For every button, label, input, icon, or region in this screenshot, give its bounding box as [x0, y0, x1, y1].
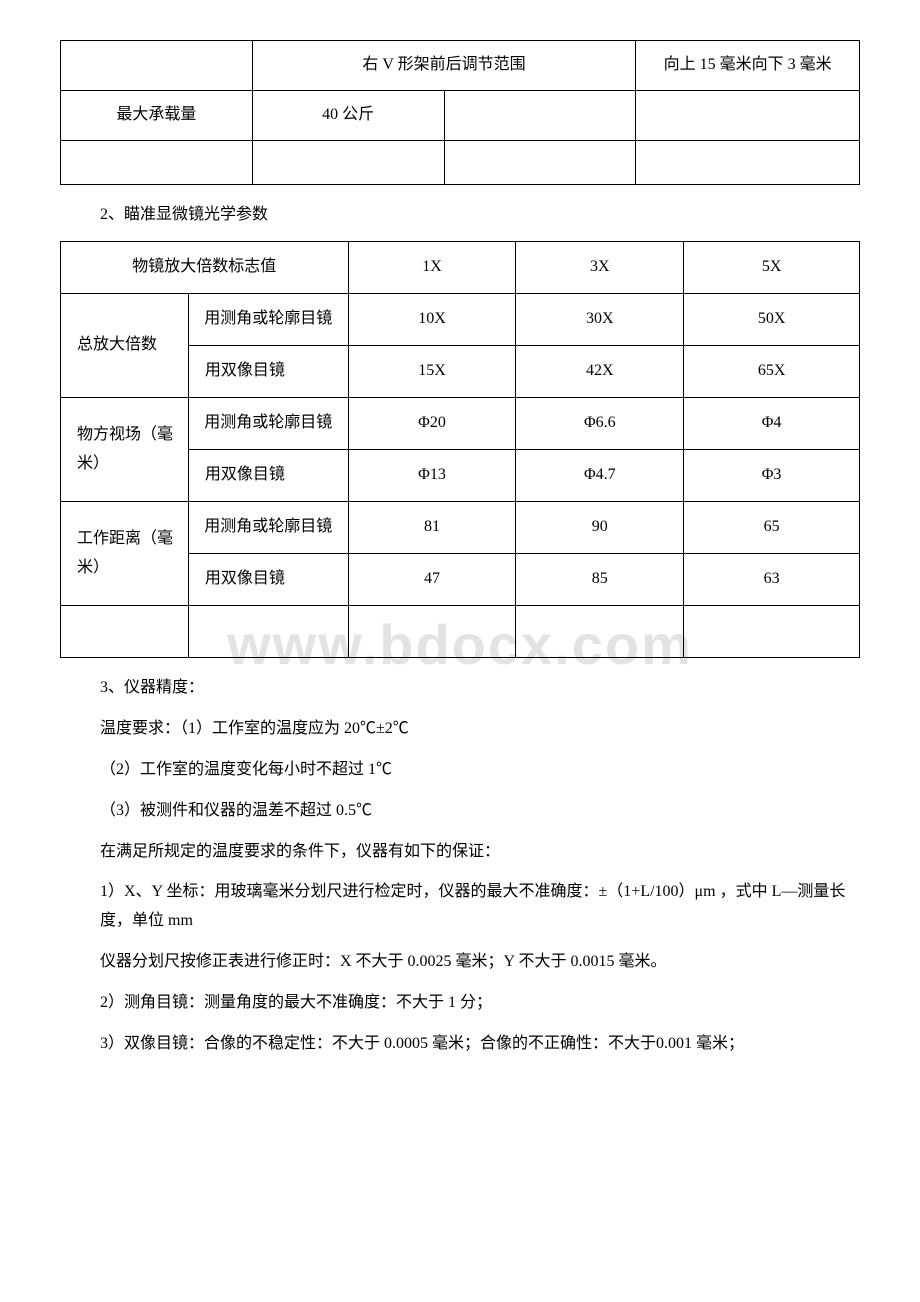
cell-value: Φ6.6	[516, 398, 684, 450]
group2-sub2: 用双像目镜	[188, 450, 348, 502]
cell-empty	[61, 140, 253, 184]
cell-empty	[188, 606, 348, 658]
group1-sub2: 用双像目镜	[188, 346, 348, 398]
cell-vframe-range: 右 V 形架前后调节范围	[252, 41, 636, 91]
cell-value: 15X	[348, 346, 516, 398]
cell-empty	[444, 140, 636, 184]
cell-value: 65X	[684, 346, 860, 398]
table-vframe: 右 V 形架前后调节范围 向上 15 毫米向下 3 毫米 最大承载量 40 公斤	[60, 40, 860, 185]
cell-empty	[516, 606, 684, 658]
group3-sub2: 用双像目镜	[188, 554, 348, 606]
table-row: 总放大倍数 用测角或轮廓目镜 10X 30X 50X	[61, 294, 860, 346]
para-temperature-2: （2）工作室的温度变化每小时不超过 1℃	[100, 756, 860, 785]
group2-sub1: 用测角或轮廓目镜	[188, 398, 348, 450]
group3-label: 工作距离（毫米）	[61, 502, 189, 606]
cell-max-load-label: 最大承载量	[61, 90, 253, 140]
para-double-image: 3）双像目镜：合像的不稳定性：不大于 0.0005 毫米；合像的不正确性：不大于…	[100, 1030, 860, 1059]
table-row: 工作距离（毫米） 用测角或轮廓目镜 81 90 65	[61, 502, 860, 554]
cell-empty	[444, 90, 636, 140]
cell-value: 65	[684, 502, 860, 554]
cell-empty	[252, 140, 444, 184]
para-angle-eyepiece: 2）测角目镜：测量角度的最大不准确度：不大于 1 分；	[100, 989, 860, 1018]
cell-empty	[684, 606, 860, 658]
cell-value: 10X	[348, 294, 516, 346]
cell-value: 85	[516, 554, 684, 606]
cell-value: 50X	[684, 294, 860, 346]
cell-empty	[636, 140, 860, 184]
cell-empty	[61, 41, 253, 91]
para-scale-correction: 仪器分划尺按修正表进行修正时：X 不大于 0.0025 毫米；Y 不大于 0.0…	[100, 948, 860, 977]
table-row: 物镜放大倍数标志值 1X 3X 5X	[61, 242, 860, 294]
group3-sub1: 用测角或轮廓目镜	[188, 502, 348, 554]
para-temperature-3: （3）被测件和仪器的温差不超过 0.5℃	[100, 797, 860, 826]
group2-label: 物方视场（毫米）	[61, 398, 189, 502]
section3-heading: 3、仪器精度：	[100, 674, 860, 703]
header-magnification: 物镜放大倍数标志值	[61, 242, 349, 294]
cell-value: 90	[516, 502, 684, 554]
para-guarantee: 在满足所规定的温度要求的条件下，仪器有如下的保证：	[100, 838, 860, 867]
table-row	[61, 140, 860, 184]
section2-heading: 2、瞄准显微镜光学参数	[100, 201, 860, 230]
cell-value: 47	[348, 554, 516, 606]
table-row: 右 V 形架前后调节范围 向上 15 毫米向下 3 毫米	[61, 41, 860, 91]
document-content: 右 V 形架前后调节范围 向上 15 毫米向下 3 毫米 最大承载量 40 公斤…	[60, 40, 860, 1058]
cell-empty	[61, 606, 189, 658]
cell-empty	[636, 90, 860, 140]
table-row	[61, 606, 860, 658]
cell-value: 63	[684, 554, 860, 606]
cell-value: 81	[348, 502, 516, 554]
para-temperature-1: 温度要求：（1）工作室的温度应为 20℃±2℃	[100, 715, 860, 744]
group1-label: 总放大倍数	[61, 294, 189, 398]
cell-value: 42X	[516, 346, 684, 398]
cell-value: Φ4.7	[516, 450, 684, 502]
header-3x: 3X	[516, 242, 684, 294]
header-1x: 1X	[348, 242, 516, 294]
table-optical-params: 物镜放大倍数标志值 1X 3X 5X 总放大倍数 用测角或轮廓目镜 10X 30…	[60, 241, 860, 658]
cell-max-load-value: 40 公斤	[252, 90, 444, 140]
group1-sub1: 用测角或轮廓目镜	[188, 294, 348, 346]
header-5x: 5X	[684, 242, 860, 294]
cell-value: Φ3	[684, 450, 860, 502]
table-row: 物方视场（毫米） 用测角或轮廓目镜 Φ20 Φ6.6 Φ4	[61, 398, 860, 450]
cell-value: Φ4	[684, 398, 860, 450]
cell-vframe-value: 向上 15 毫米向下 3 毫米	[636, 41, 860, 91]
table-row: 最大承载量 40 公斤	[61, 90, 860, 140]
cell-value: Φ20	[348, 398, 516, 450]
para-xy-coord: 1）X、Y 坐标：用玻璃毫米分划尺进行检定时，仪器的最大不准确度：±（1+L/1…	[100, 878, 860, 936]
cell-value: Φ13	[348, 450, 516, 502]
cell-value: 30X	[516, 294, 684, 346]
cell-empty	[348, 606, 516, 658]
